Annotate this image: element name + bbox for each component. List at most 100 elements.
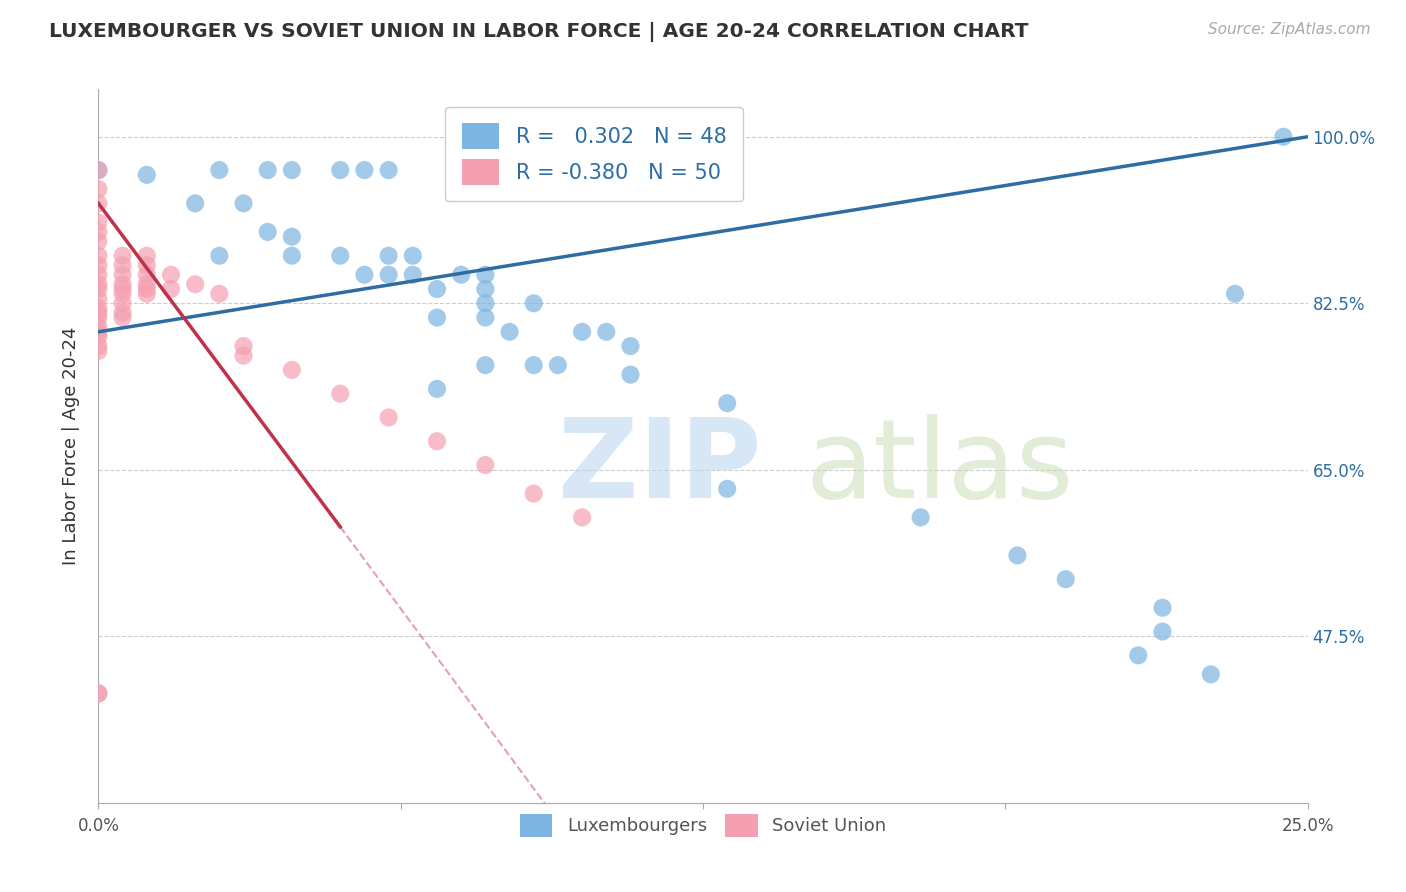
Point xyxy=(619,339,641,353)
Point xyxy=(353,268,375,282)
Point xyxy=(402,268,425,282)
Point xyxy=(426,382,449,396)
Point xyxy=(474,296,496,310)
Point xyxy=(111,268,134,282)
Point xyxy=(135,282,157,296)
Point xyxy=(208,249,231,263)
Point xyxy=(910,510,932,524)
Point xyxy=(87,301,110,315)
Point xyxy=(256,225,278,239)
Point xyxy=(135,168,157,182)
Point xyxy=(87,686,110,700)
Point xyxy=(474,268,496,282)
Point xyxy=(1152,624,1174,639)
Point xyxy=(160,268,183,282)
Point xyxy=(377,249,399,263)
Point xyxy=(87,686,110,700)
Point xyxy=(111,296,134,310)
Point xyxy=(402,249,425,263)
Point xyxy=(111,286,134,301)
Point xyxy=(1272,129,1295,144)
Point xyxy=(160,282,183,296)
Point xyxy=(232,349,254,363)
Point xyxy=(329,249,352,263)
Point xyxy=(474,358,496,372)
Point xyxy=(111,249,134,263)
Point xyxy=(1199,667,1222,681)
Point xyxy=(87,282,110,296)
Point xyxy=(87,163,110,178)
Point xyxy=(595,325,617,339)
Point xyxy=(87,329,110,343)
Point xyxy=(87,325,110,339)
Point xyxy=(716,396,738,410)
Text: Source: ZipAtlas.com: Source: ZipAtlas.com xyxy=(1208,22,1371,37)
Point xyxy=(523,358,546,372)
Point xyxy=(111,277,134,292)
Point xyxy=(281,229,304,244)
Point xyxy=(232,339,254,353)
Point xyxy=(498,325,520,339)
Point xyxy=(571,510,593,524)
Point xyxy=(184,196,207,211)
Point xyxy=(450,268,472,282)
Point xyxy=(87,249,110,263)
Point xyxy=(716,482,738,496)
Point xyxy=(87,268,110,282)
Point xyxy=(523,296,546,310)
Point xyxy=(87,310,110,325)
Text: atlas: atlas xyxy=(806,414,1074,521)
Point xyxy=(329,386,352,401)
Point xyxy=(208,163,231,178)
Point xyxy=(111,282,134,296)
Point xyxy=(87,235,110,249)
Point xyxy=(87,320,110,334)
Point xyxy=(329,163,352,178)
Legend: Luxembourgers, Soviet Union: Luxembourgers, Soviet Union xyxy=(513,807,893,844)
Point xyxy=(135,277,157,292)
Point xyxy=(232,196,254,211)
Point xyxy=(87,215,110,229)
Point xyxy=(87,258,110,272)
Point xyxy=(208,286,231,301)
Point xyxy=(87,196,110,211)
Point xyxy=(281,363,304,377)
Point xyxy=(135,268,157,282)
Point xyxy=(353,163,375,178)
Text: ZIP: ZIP xyxy=(558,414,761,521)
Point xyxy=(256,163,278,178)
Point xyxy=(523,486,546,500)
Point xyxy=(87,292,110,306)
Point xyxy=(87,163,110,178)
Point xyxy=(87,339,110,353)
Point xyxy=(1152,600,1174,615)
Point xyxy=(87,306,110,320)
Point xyxy=(87,343,110,358)
Point xyxy=(184,277,207,292)
Point xyxy=(111,258,134,272)
Point xyxy=(377,163,399,178)
Point xyxy=(474,282,496,296)
Point xyxy=(135,258,157,272)
Point xyxy=(377,410,399,425)
Point xyxy=(281,249,304,263)
Point xyxy=(281,163,304,178)
Point xyxy=(1128,648,1150,663)
Text: LUXEMBOURGER VS SOVIET UNION IN LABOR FORCE | AGE 20-24 CORRELATION CHART: LUXEMBOURGER VS SOVIET UNION IN LABOR FO… xyxy=(49,22,1029,42)
Point xyxy=(426,434,449,449)
Point xyxy=(111,310,134,325)
Point xyxy=(1223,286,1246,301)
Y-axis label: In Labor Force | Age 20-24: In Labor Force | Age 20-24 xyxy=(62,326,80,566)
Point xyxy=(571,325,593,339)
Point xyxy=(135,249,157,263)
Point xyxy=(377,268,399,282)
Point xyxy=(87,182,110,196)
Point xyxy=(426,282,449,296)
Point xyxy=(111,306,134,320)
Point xyxy=(135,286,157,301)
Point xyxy=(1054,572,1077,586)
Point xyxy=(474,458,496,472)
Point xyxy=(547,358,569,372)
Point xyxy=(619,368,641,382)
Point xyxy=(1007,549,1029,563)
